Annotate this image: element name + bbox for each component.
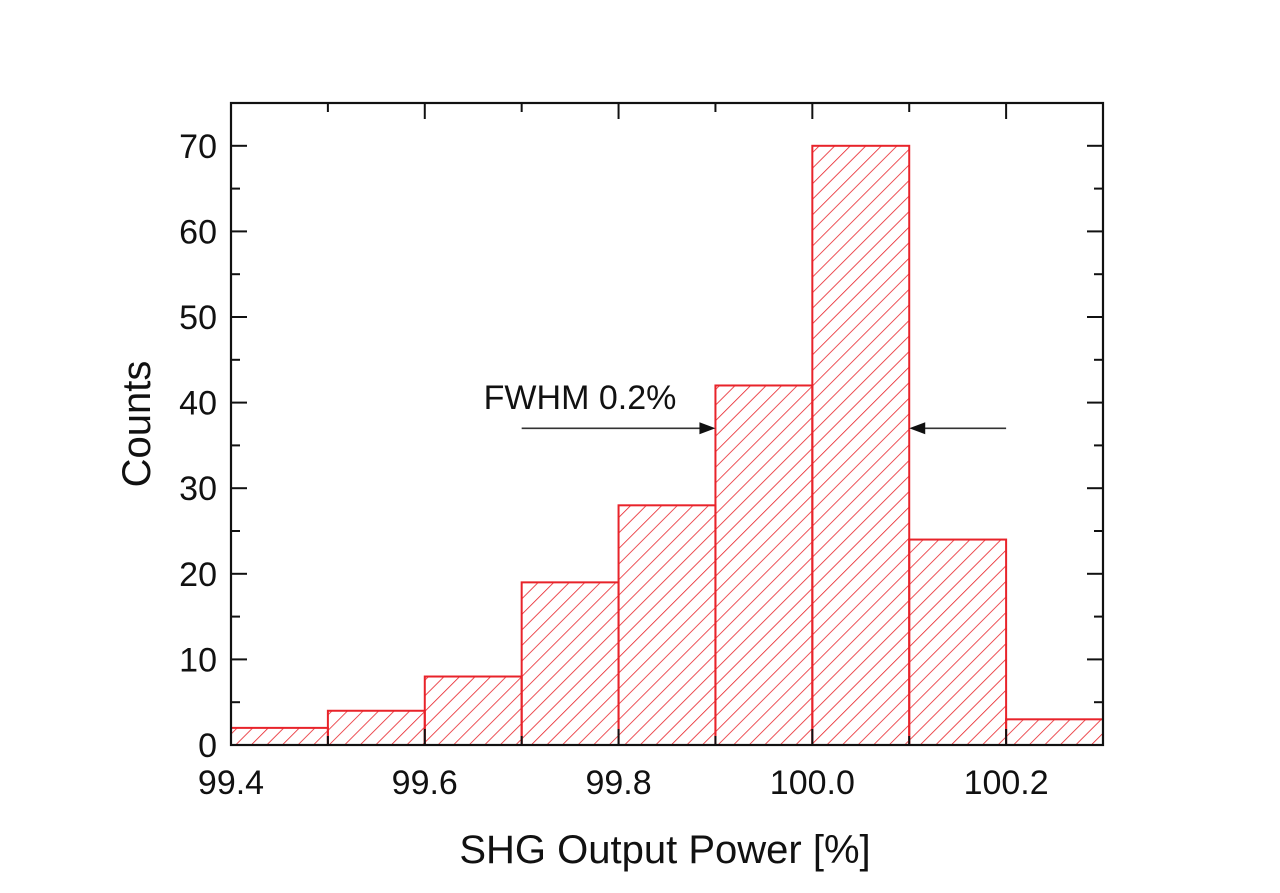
axes	[229, 101, 1105, 747]
y-axis-title: Counts	[115, 361, 159, 488]
histogram-bar	[908, 538, 1008, 746]
histogram-bar	[230, 726, 329, 747]
y-tick-label: 30	[179, 470, 217, 508]
histogram-bar	[326, 709, 426, 747]
y-tick-label: 50	[179, 299, 217, 337]
x-tick-label: 100.0	[770, 764, 855, 802]
x-axis-title: SHG Output Power [%]	[459, 828, 870, 872]
fwhm-annotation: FWHM 0.2%	[484, 379, 1007, 435]
histogram-bars	[230, 144, 1104, 747]
y-tick-label: 40	[179, 385, 217, 423]
y-tick-label: 20	[179, 556, 217, 594]
x-tick-label: 100.2	[964, 764, 1049, 802]
histogram-bar	[520, 581, 620, 746]
x-tick-label: 99.6	[392, 764, 458, 802]
y-tick-label: 10	[179, 641, 217, 679]
plot-frame	[229, 101, 1105, 747]
histogram-bar	[1005, 718, 1104, 747]
y-tick-label: 60	[179, 213, 217, 251]
histogram-bar	[811, 144, 911, 747]
fwhm-label: FWHM 0.2%	[484, 379, 677, 417]
fwhm-right-arrow-head	[909, 422, 926, 435]
y-tick-label: 0	[198, 727, 217, 765]
y-tick-label: 70	[179, 128, 217, 166]
fwhm-left-arrow-head	[699, 422, 716, 435]
x-tick-label: 99.8	[585, 764, 651, 802]
x-tick-label: 99.4	[198, 764, 264, 802]
x-tick-labels: 99.4 99.6 99.8 100.0 100.2	[198, 764, 1049, 802]
histogram-bar	[714, 384, 814, 746]
histogram-bar	[617, 504, 717, 746]
histogram-bar	[423, 675, 523, 747]
y-tick-labels: 0 10 20 30 40 50 60 70	[179, 128, 217, 765]
